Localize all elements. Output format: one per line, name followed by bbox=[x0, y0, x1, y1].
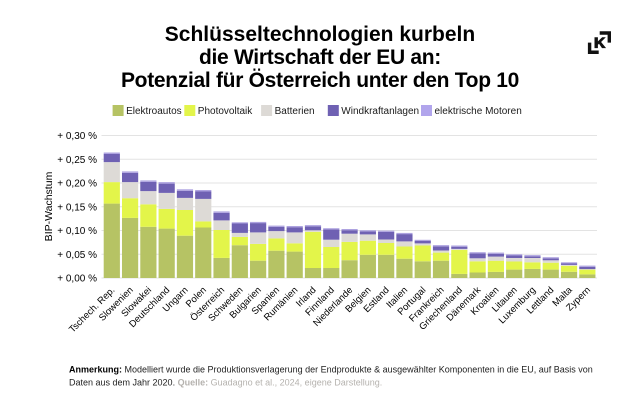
svg-text:+ 0,05 %: + 0,05 % bbox=[57, 250, 97, 261]
svg-text:+ 0,25 %: + 0,25 % bbox=[57, 155, 97, 166]
svg-text:Daten aus dem Jahr 2020. Quell: Daten aus dem Jahr 2020. Quelle: Guadagn… bbox=[69, 377, 382, 387]
svg-text:Potenzial für Österreich unter: Potenzial für Österreich unter den Top 1… bbox=[121, 69, 519, 92]
svg-text:Windkraftanlagen: Windkraftanlagen bbox=[341, 106, 419, 117]
svg-text:Schlüsseltechnologien kurbeln: Schlüsseltechnologien kurbeln bbox=[165, 23, 475, 46]
svg-text:+ 0,00 %: + 0,00 % bbox=[57, 274, 97, 285]
svg-text:+ 0,30 %: + 0,30 % bbox=[57, 131, 97, 142]
svg-text:BIP-Wachstum: BIP-Wachstum bbox=[43, 171, 55, 241]
svg-text:die Wirtschaft der EU an:: die Wirtschaft der EU an: bbox=[199, 46, 441, 69]
svg-text:Elektroautos: Elektroautos bbox=[126, 106, 182, 117]
svg-text:+ 0,10 %: + 0,10 % bbox=[57, 226, 97, 237]
svg-text:+ 0,20 %: + 0,20 % bbox=[57, 179, 97, 190]
svg-text:Anmerkung: Modelliert wurde di: Anmerkung: Modelliert wurde die Produkti… bbox=[69, 365, 593, 375]
svg-text:Batterien: Batterien bbox=[275, 106, 315, 117]
svg-text:+ 0,15 %: + 0,15 % bbox=[57, 202, 97, 213]
svg-text:elektrische Motoren: elektrische Motoren bbox=[435, 106, 522, 117]
svg-text:Photovoltaik: Photovoltaik bbox=[198, 106, 253, 117]
